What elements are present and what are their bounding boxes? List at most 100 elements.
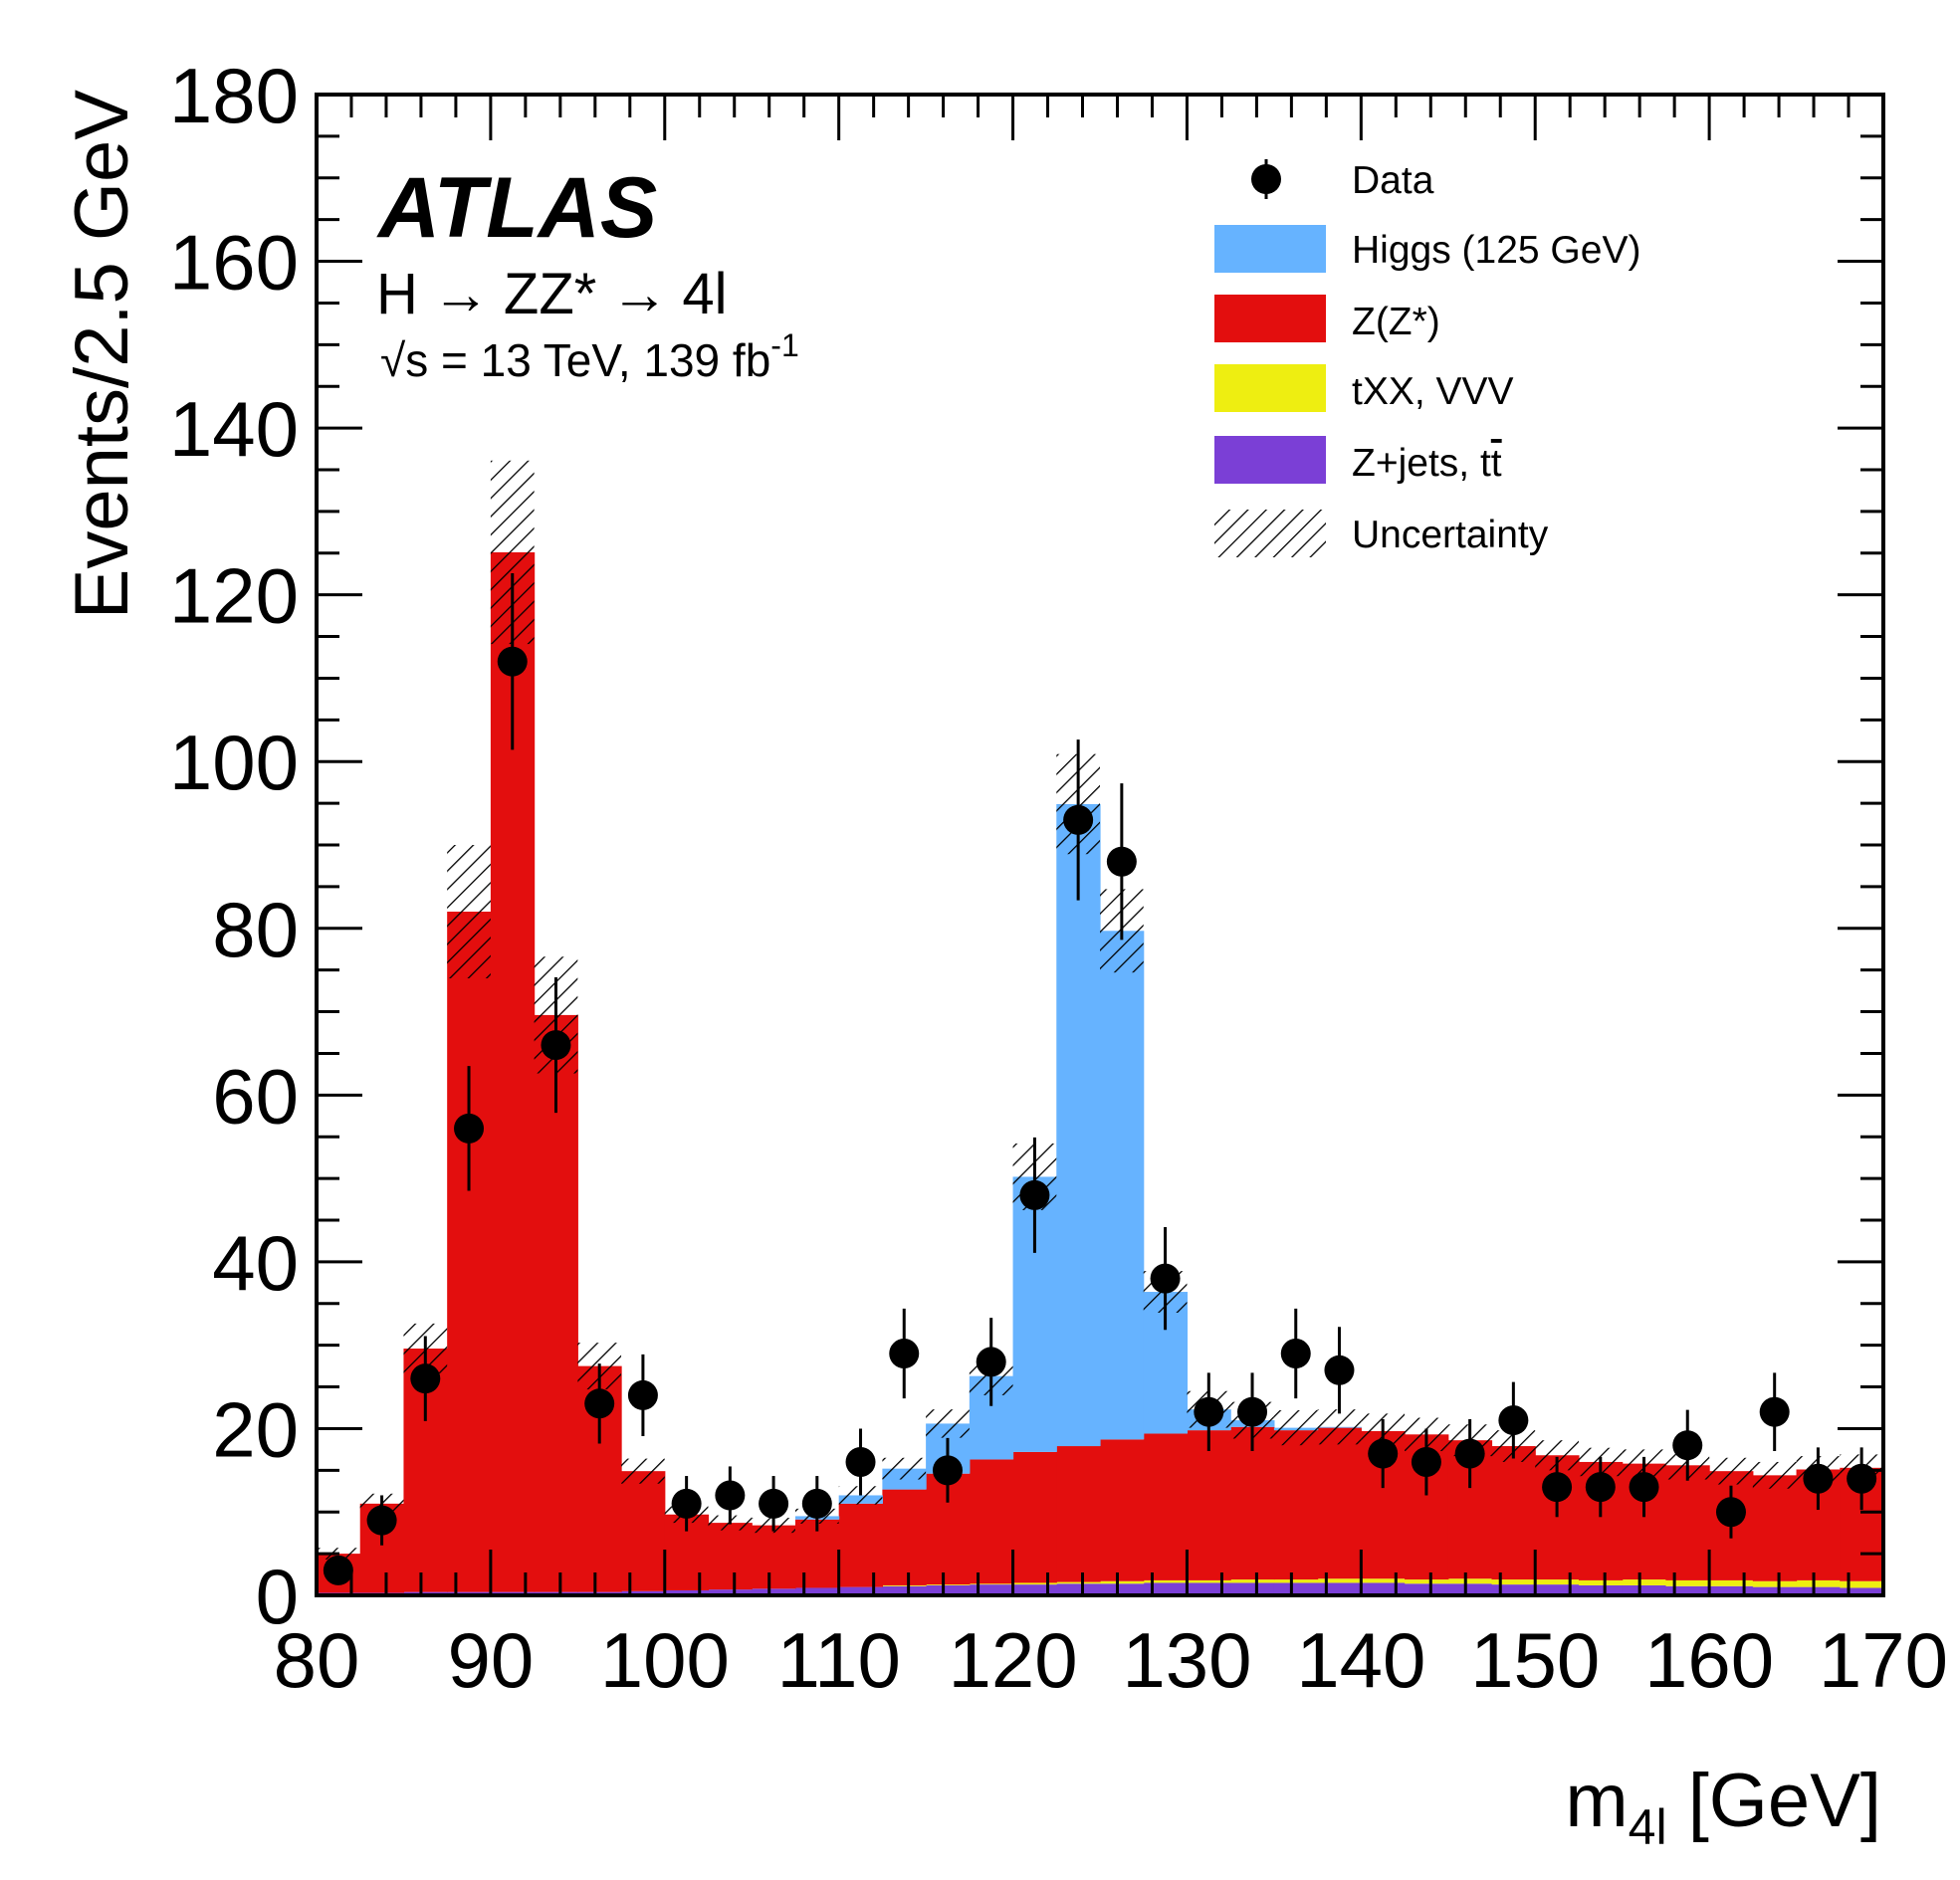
bar-z-jets-tt--27 (1491, 1584, 1536, 1595)
bar-z-z--22 (1273, 1430, 1319, 1580)
data-marker-35 (1847, 1463, 1877, 1494)
data-point-16 (1019, 1137, 1050, 1253)
bar-txx-vvv-13 (882, 1584, 927, 1586)
svg-text:Z(Z*): Z(Z*) (1352, 301, 1440, 343)
bar-z-jets-tt--31 (1665, 1585, 1710, 1595)
bar-txx-vvv-35 (1840, 1580, 1883, 1588)
data-marker-23 (1324, 1355, 1355, 1385)
data-marker-0 (323, 1555, 353, 1585)
y-tick-label-60: 60 (212, 1052, 299, 1140)
data-marker-30 (1629, 1472, 1659, 1503)
bar-txx-vvv-23 (1317, 1578, 1362, 1583)
data-marker-20 (1194, 1396, 1224, 1427)
data-marker-14 (932, 1455, 963, 1486)
energy-lumi-label: √s = 13 TeV, 139 fb-1 (380, 327, 799, 386)
bar-z-jets-tt--15 (969, 1584, 1014, 1595)
bar-txx-vvv-19 (1143, 1579, 1189, 1583)
y-tick-label-80: 80 (212, 886, 299, 973)
stacked-bars (317, 551, 1883, 1595)
data-point-30 (1629, 1456, 1659, 1518)
data-point-20 (1194, 1372, 1224, 1451)
bar-z-jets-tt--21 (1230, 1582, 1275, 1595)
svg-text:tXX, VVV: tXX, VVV (1352, 370, 1514, 413)
data-marker-15 (976, 1347, 1006, 1377)
x-tick-label-150: 150 (1470, 1616, 1600, 1704)
svg-text:Higgs (125 GeV): Higgs (125 GeV) (1352, 229, 1640, 272)
data-marker-13 (889, 1339, 920, 1369)
data-point-29 (1585, 1456, 1616, 1518)
uncertainty-band-33 (1752, 1461, 1797, 1489)
data-point-21 (1237, 1372, 1268, 1451)
tick-labels: 80 90 100 110 120 130 140 150 160 170 0 20 40 60 80 100… (169, 52, 1948, 1704)
y-tick-label-120: 120 (169, 552, 299, 640)
uncertainty-band-3 (447, 845, 491, 979)
bar-z-jets-tt--14 (926, 1584, 971, 1595)
legend-item-uncertainty: Uncertainty (1214, 510, 1549, 557)
data-marker-25 (1411, 1446, 1441, 1477)
data-point-17 (1063, 739, 1094, 901)
data-point-22 (1280, 1308, 1311, 1399)
bar-txx-vvv-27 (1491, 1579, 1536, 1585)
data-point-5 (541, 977, 571, 1114)
legend-item-data: Data (1251, 159, 1434, 202)
bar-z-jets-tt--22 (1273, 1582, 1319, 1595)
bar-z-jets-tt--10 (752, 1588, 796, 1595)
data-marker-26 (1454, 1438, 1485, 1469)
bar-txx-vvv-16 (1012, 1582, 1057, 1585)
data-point-27 (1498, 1381, 1529, 1459)
data-point-1 (366, 1495, 397, 1546)
data-point-12 (845, 1428, 876, 1496)
x-tick-label-130: 130 (1122, 1616, 1251, 1704)
data-point-9 (715, 1466, 746, 1525)
data-marker-11 (801, 1488, 832, 1519)
data-point-18 (1106, 783, 1137, 940)
data-point-3 (454, 1066, 485, 1191)
legend-item-zz: Z(Z*) (1214, 295, 1440, 343)
bar-txx-vvv-29 (1578, 1579, 1624, 1585)
bar-z-z--10 (752, 1525, 796, 1589)
data-marker-icon (1251, 164, 1281, 194)
uncertainty-band-7 (621, 1458, 665, 1484)
data-point-8 (671, 1476, 702, 1532)
bar-z-jets-tt--34 (1796, 1586, 1841, 1595)
x-tick-label-90: 90 (448, 1616, 535, 1704)
y-tick-label-180: 180 (169, 52, 299, 139)
bar-z-z--21 (1230, 1426, 1275, 1580)
data-point-24 (1368, 1419, 1399, 1489)
data-point-14 (932, 1437, 963, 1503)
data-point-25 (1411, 1428, 1441, 1496)
y-tick-label-140: 140 (169, 385, 299, 473)
y-tick-label-20: 20 (212, 1385, 299, 1473)
bar-z-jets-tt--16 (1012, 1584, 1057, 1595)
axis-ticks (315, 93, 1885, 1597)
bar-txx-vvv-21 (1230, 1579, 1275, 1583)
data-point-13 (889, 1308, 920, 1399)
data-point-11 (801, 1476, 832, 1532)
x-tick-label-100: 100 (600, 1616, 730, 1704)
uncertainty-band-13 (882, 1457, 927, 1480)
bar-z-jets-tt--18 (1100, 1583, 1145, 1595)
bar-txx-vvv-31 (1665, 1579, 1710, 1586)
bar-txx-vvv-33 (1752, 1580, 1798, 1587)
x-tick-label-120: 120 (948, 1616, 1077, 1704)
bar-z-jets-tt--12 (838, 1586, 883, 1595)
bar-txx-vvv-28 (1535, 1579, 1580, 1585)
bar-z-jets-tt--9 (708, 1589, 753, 1595)
bar-z-z--23 (1317, 1427, 1362, 1579)
bar-higgs-125-gev--18 (1100, 931, 1145, 1440)
bar-z-jets-tt--33 (1752, 1586, 1798, 1595)
bar-txx-vvv-30 (1622, 1579, 1666, 1585)
x-axis-title: m4l [GeV] (1565, 1759, 1881, 1855)
y-tick-label-100: 100 (169, 719, 299, 806)
data-point-31 (1672, 1409, 1703, 1481)
bar-txx-vvv-18 (1100, 1580, 1145, 1584)
uncertainty-band-14 (926, 1409, 970, 1438)
bar-txx-vvv-26 (1447, 1578, 1493, 1584)
data-marker-5 (541, 1030, 571, 1061)
data-marker-32 (1715, 1497, 1746, 1528)
data-marker-6 (584, 1388, 615, 1419)
bar-z-jets-tt--19 (1143, 1582, 1189, 1595)
bar-txx-vvv-22 (1273, 1579, 1319, 1583)
legend-item-zjets: Z+jets, tt (1214, 436, 1502, 485)
